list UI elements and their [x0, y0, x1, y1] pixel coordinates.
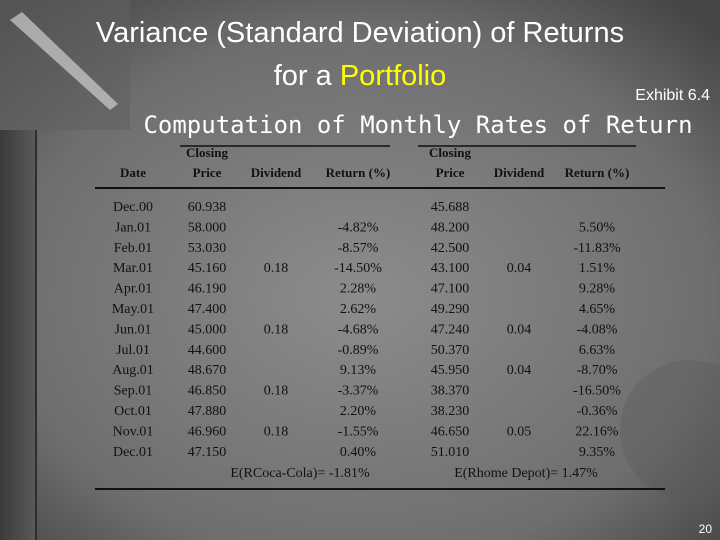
- table-cell: Sep.01: [114, 384, 153, 399]
- table-cell: Dec.01: [113, 445, 153, 460]
- table-cell: May.01: [112, 302, 154, 317]
- table-cell: 2.62%: [340, 302, 377, 317]
- table-cell: 0.40%: [340, 445, 377, 460]
- table-cell: 0.04: [507, 363, 532, 378]
- table-cell: 46.650: [431, 424, 470, 439]
- page-number: 20: [699, 522, 713, 536]
- table-cell: 9.13%: [340, 363, 377, 378]
- table-cell: -14.50%: [334, 261, 382, 276]
- title-line1: Variance (Standard Deviation) of Returns: [96, 17, 624, 49]
- table-cell: Feb.01: [114, 241, 153, 256]
- column-header: Closing: [429, 145, 471, 160]
- table-cell: 6.63%: [579, 343, 616, 358]
- clock-shape: [620, 360, 720, 500]
- table-cell: 47.150: [188, 445, 227, 460]
- pen-shape: [10, 12, 118, 110]
- table-cell: 5.50%: [579, 220, 616, 235]
- table-cell: 38.370: [431, 384, 470, 399]
- table-cell: 47.400: [188, 302, 227, 317]
- table-cell: Jan.01: [115, 220, 151, 235]
- table-cell: 0.18: [264, 424, 289, 439]
- table-cell: Oct.01: [114, 404, 152, 419]
- table-cell: 38.230: [431, 404, 470, 419]
- table-cell: 22.16%: [575, 424, 619, 439]
- table-cell: 0.05: [507, 424, 532, 439]
- expected-return: E(RCoca-Cola)= -1.81%: [230, 466, 370, 481]
- table-cell: 0.18: [264, 384, 289, 399]
- table-cell: 0.04: [507, 261, 532, 276]
- table-cell: -4.08%: [577, 322, 618, 337]
- table-cell: Jun.01: [115, 322, 152, 337]
- table-cell: 50.370: [431, 343, 470, 358]
- table-cell: Apr.01: [114, 282, 153, 297]
- column-header: Return (%): [326, 165, 391, 180]
- table-cell: -16.50%: [573, 384, 621, 399]
- column-header: Price: [436, 165, 465, 180]
- table-cell: 48.670: [188, 363, 227, 378]
- table-cell: 0.18: [264, 322, 289, 337]
- table-cell: Jul.01: [116, 343, 150, 358]
- table-cell: 47.880: [188, 404, 227, 419]
- table-cell: 58.000: [188, 220, 227, 235]
- column-header: Dividend: [251, 165, 302, 180]
- title-highlight: Portfolio: [340, 60, 446, 92]
- table-cell: 9.28%: [579, 282, 616, 297]
- table-cell: 42.500: [431, 241, 470, 256]
- table-cell: Dec.00: [113, 200, 153, 215]
- table-cell: 60.938: [188, 200, 227, 215]
- title-line2: for a Portfolio: [274, 60, 446, 92]
- table-cell: -3.37%: [338, 384, 379, 399]
- table-cell: 0.04: [507, 322, 532, 337]
- expected-return: E(Rhome Depot)= 1.47%: [454, 466, 598, 481]
- table-cell: 43.100: [431, 261, 470, 276]
- table-cell: 46.850: [188, 384, 227, 399]
- table-cell: Aug.01: [112, 363, 154, 378]
- table-cell: -0.89%: [338, 343, 379, 358]
- table-cell: -11.83%: [573, 241, 621, 256]
- table-cell: 47.100: [431, 282, 470, 297]
- table-cell: 49.290: [431, 302, 470, 317]
- table-cell: 9.35%: [579, 445, 616, 460]
- table-cell: 45.688: [431, 200, 470, 215]
- table-cell: 4.65%: [579, 302, 616, 317]
- table-cell: -4.68%: [338, 322, 379, 337]
- left-strip: [0, 130, 36, 540]
- table-cell: -1.55%: [338, 424, 379, 439]
- table-cell: 45.000: [188, 322, 227, 337]
- column-header: Date: [120, 165, 146, 180]
- column-header: Closing: [186, 145, 228, 160]
- column-header: Return (%): [565, 165, 630, 180]
- table-cell: 44.600: [188, 343, 227, 358]
- title-prefix: for a: [274, 60, 333, 92]
- table-cell: Nov.01: [113, 424, 154, 439]
- exhibit-label: Exhibit 6.4: [635, 87, 710, 104]
- table-cell: 0.18: [264, 261, 289, 276]
- table-cell: 46.960: [188, 424, 227, 439]
- column-header: Dividend: [494, 165, 545, 180]
- table-cell: 45.950: [431, 363, 470, 378]
- table-cell: -0.36%: [577, 404, 618, 419]
- table-cell: -4.82%: [338, 220, 379, 235]
- subtitle: Computation of Monthly Rates of Return: [143, 111, 692, 139]
- table-cell: -8.70%: [577, 363, 618, 378]
- table-cell: 2.28%: [340, 282, 377, 297]
- table-cell: 45.160: [188, 261, 227, 276]
- column-header: Price: [193, 165, 222, 180]
- table-cell: 48.200: [431, 220, 470, 235]
- table-cell: 47.240: [431, 322, 470, 337]
- table-cell: 2.20%: [340, 404, 377, 419]
- table-cell: Mar.01: [113, 261, 153, 276]
- table-cell: 51.010: [431, 445, 470, 460]
- table-cell: 46.190: [188, 282, 227, 297]
- table-cell: 53.030: [188, 241, 227, 256]
- returns-table: Date Closing Price Dividend Return (%) Closin…: [112, 145, 629, 481]
- table-cell: 1.51%: [579, 261, 616, 276]
- table-cell: -8.57%: [338, 241, 379, 256]
